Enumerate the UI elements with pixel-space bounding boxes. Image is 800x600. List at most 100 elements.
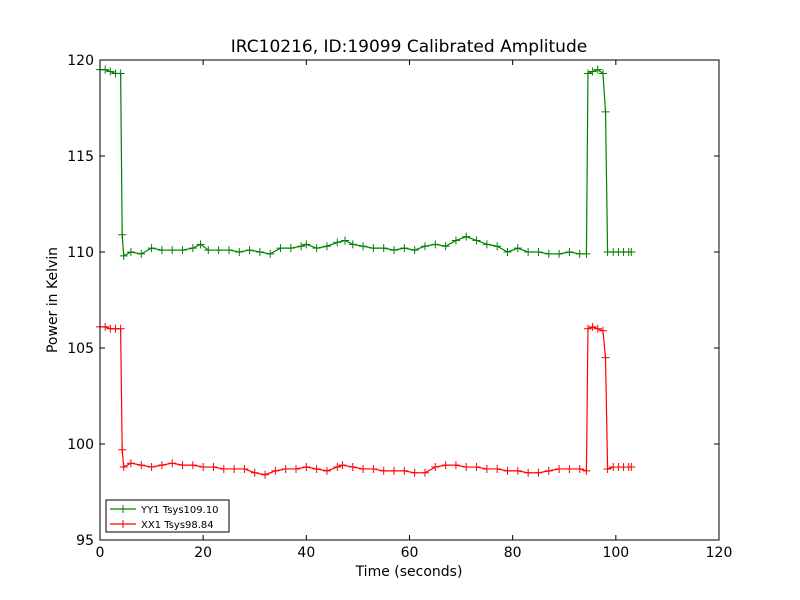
- data-point: [441, 461, 450, 470]
- data-point: [348, 463, 357, 472]
- data-point: [524, 248, 533, 256]
- data-point: [583, 69, 592, 78]
- data-point: [369, 244, 378, 253]
- data-point: [245, 246, 254, 255]
- data-point: [119, 251, 128, 260]
- x-tick-label: 80: [504, 545, 522, 561]
- series-1: [96, 322, 636, 479]
- y-tick-label: 115: [67, 149, 94, 165]
- data-point: [333, 238, 342, 247]
- data-point: [276, 244, 285, 253]
- data-point: [451, 236, 460, 245]
- data-point: [255, 248, 264, 256]
- data-point: [286, 244, 295, 253]
- data-point: [400, 244, 409, 253]
- ticks-layer: 0 20 40 60 80 100 120 95 100 105 110 115 120: [67, 53, 732, 561]
- data-point: [601, 353, 610, 362]
- y-axis-label: Power in Kelvin: [45, 247, 61, 353]
- data-point: [441, 242, 450, 251]
- data-point: [214, 246, 223, 255]
- data-point: [101, 322, 110, 331]
- data-point: [379, 244, 388, 253]
- data-point: [297, 242, 306, 251]
- data-point: [565, 248, 574, 256]
- data-point: [147, 463, 156, 472]
- series-line: [100, 326, 632, 476]
- data-point: [575, 464, 584, 473]
- data-point: [379, 466, 388, 475]
- data-point: [598, 69, 607, 78]
- data-point: [431, 240, 440, 249]
- data-point: [598, 326, 607, 335]
- data-point: [390, 246, 399, 255]
- data-point: [188, 244, 197, 253]
- legend-label: XX1 Tsys98.84: [141, 520, 214, 531]
- data-point: [178, 246, 187, 255]
- data-point: [534, 468, 543, 477]
- data-point: [503, 248, 512, 256]
- data-point: [493, 242, 502, 251]
- data-point: [250, 468, 259, 477]
- x-tick-label: 40: [297, 545, 315, 561]
- data-point: [513, 466, 522, 475]
- data-point: [168, 459, 177, 468]
- y-tick-label: 105: [67, 341, 94, 357]
- data-point: [603, 464, 612, 473]
- legend: YY1 Tsys109.10 XX1 Tsys98.84: [105, 499, 230, 533]
- data-point: [157, 246, 166, 255]
- data-point: [209, 463, 218, 472]
- data-point: [147, 244, 156, 253]
- data-point: [196, 240, 205, 249]
- data-point: [235, 248, 244, 256]
- legend-label: YY1 Tsys109.10: [140, 505, 219, 516]
- data-point: [118, 445, 127, 454]
- data-point: [348, 240, 357, 249]
- data-point: [582, 466, 591, 475]
- data-point: [544, 249, 553, 258]
- y-tick-label: 110: [67, 245, 94, 261]
- data-point: [119, 463, 128, 472]
- data-point: [627, 248, 636, 256]
- data-point: [451, 461, 460, 470]
- data-point: [188, 461, 197, 470]
- data-point: [431, 463, 440, 472]
- data-point: [472, 236, 481, 245]
- data-point: [126, 459, 135, 468]
- data-point: [292, 464, 301, 473]
- data-point: [230, 464, 239, 473]
- data-point: [410, 246, 419, 255]
- data-point: [312, 244, 321, 253]
- data-point: [157, 461, 166, 470]
- x-tick-label: 60: [401, 545, 419, 561]
- data-point: [261, 470, 270, 479]
- data-point: [503, 466, 512, 475]
- data-point: [472, 463, 481, 472]
- data-point: [118, 230, 127, 239]
- data-point: [116, 324, 125, 333]
- plot-frame: [99, 59, 720, 541]
- data-point: [493, 464, 502, 473]
- data-point: [544, 466, 553, 475]
- data-point: [322, 466, 331, 475]
- data-point: [390, 466, 399, 475]
- x-tick-label: 100: [602, 545, 629, 561]
- data-point: [333, 463, 342, 472]
- data-point: [312, 464, 321, 473]
- data-point: [583, 324, 592, 333]
- data-point: [400, 466, 409, 475]
- data-point: [593, 324, 602, 333]
- data-point: [482, 240, 491, 249]
- data-point: [126, 248, 135, 256]
- data-point: [359, 464, 368, 473]
- data-point: [106, 67, 115, 76]
- data-point: [555, 249, 564, 258]
- data-point: [224, 246, 233, 255]
- data-point: [420, 242, 429, 251]
- chart-title: IRC10216, ID:19099 Calibrated Amplitude: [231, 37, 587, 57]
- data-point: [534, 248, 543, 256]
- data-point: [627, 463, 636, 472]
- data-point: [524, 468, 533, 477]
- data-point: [101, 65, 110, 74]
- x-tick-label: 0: [96, 545, 105, 561]
